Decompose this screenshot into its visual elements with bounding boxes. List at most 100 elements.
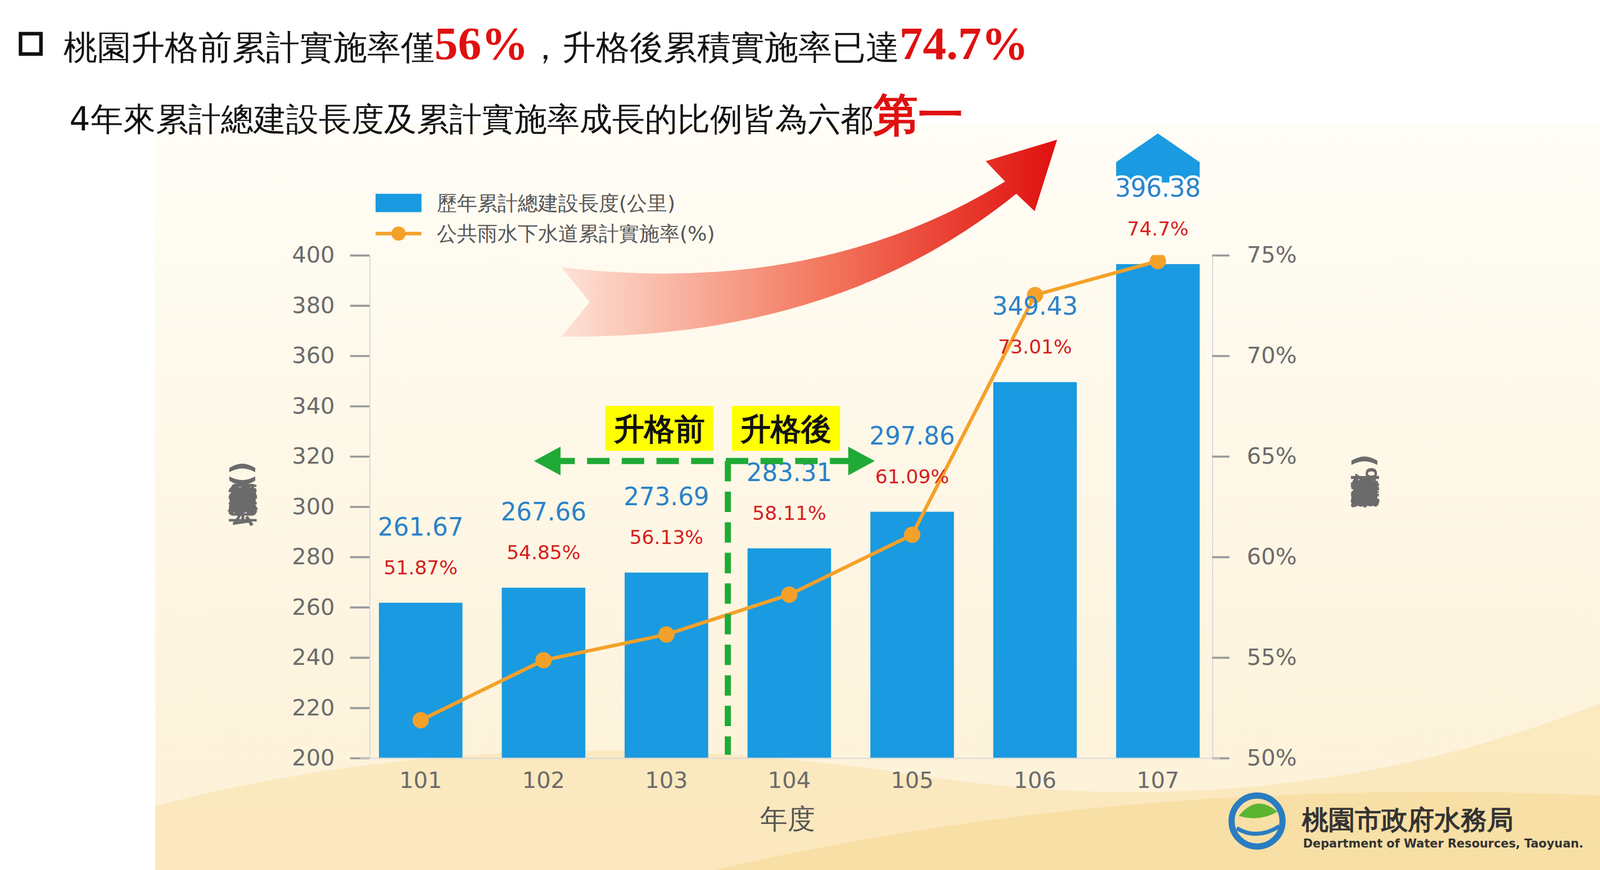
- y2-tick-label: 70%: [1246, 342, 1297, 369]
- bar-value-label: 349.43: [992, 292, 1078, 321]
- bar: [378, 602, 463, 758]
- panel-background: [155, 124, 1600, 870]
- marker: [904, 526, 921, 544]
- y2-tick: 65%: [1212, 443, 1297, 469]
- annotation-label: 升格前: [613, 410, 705, 447]
- line-value-label: 61.09%: [875, 465, 949, 488]
- x-tick-label: 103: [644, 767, 688, 794]
- logo-ring: [1231, 796, 1283, 848]
- y2-tick-label: 50%: [1246, 744, 1297, 771]
- bar-value-label: 273.69: [623, 482, 709, 512]
- data-labels: 261.6751.87%267.6654.85%273.6956.13%283.…: [377, 133, 1201, 580]
- y-tick-mark: [350, 657, 370, 660]
- bar: [993, 382, 1078, 758]
- y-tick-mark: [350, 455, 370, 459]
- y2-tick-mark: [1212, 455, 1230, 459]
- chart-svg: 桃園升格前累計實施率僅56%，升格後累積實施率已達74.7%4年來累計總建設長度…: [0, 0, 1600, 870]
- line: [420, 260, 1158, 721]
- y-tick-mark: [350, 304, 370, 307]
- x-tick-label: 102: [522, 767, 566, 794]
- x-tick: 104: [767, 767, 811, 794]
- y-tick-mark: [350, 707, 370, 710]
- bar-value-label: 261.67: [377, 513, 464, 542]
- bar-value-label: 283.31: [746, 458, 833, 487]
- y2-tick: 70%: [1212, 342, 1297, 369]
- y2-tick-label: 60%: [1246, 543, 1297, 570]
- x-tick: 101: [399, 767, 442, 794]
- header-part: 4年來累計總建設長度及累計實施率成長的比例皆為六都: [69, 100, 874, 139]
- annotation-label: 升格後: [739, 410, 832, 447]
- y-tick-label: 300: [291, 493, 335, 520]
- y2-tick: 50%: [1212, 744, 1297, 771]
- y-tick-label: 280: [291, 543, 335, 570]
- axis-line: [369, 255, 371, 759]
- line-value-label: 73.01%: [997, 335, 1072, 359]
- y-tick-label: 380: [291, 292, 335, 319]
- bullet-square: [20, 33, 42, 54]
- annotation-box: [605, 405, 714, 451]
- annotation-box: [731, 405, 840, 451]
- bar: [1115, 264, 1200, 758]
- y2-tick: 55%: [1212, 644, 1297, 671]
- y-tick-label: 260: [291, 594, 335, 621]
- plot-area: [378, 255, 1200, 759]
- y-axis: 200220240260280300320340360380400: [291, 241, 370, 771]
- logo: 桃園市政府水務局Department of Water Resources, T…: [1231, 796, 1584, 852]
- y-tick: 380: [291, 292, 370, 319]
- y2-axis: 50% 55% 60% 65% 70% 75%: [1212, 241, 1297, 771]
- annotation: 升格前升格後: [534, 405, 875, 756]
- x-axis-title: 年度: [760, 803, 816, 836]
- line-value-label: 56.13%: [629, 526, 704, 549]
- header-emphasis: 第一: [872, 88, 964, 142]
- y2-tick-label: 55%: [1246, 644, 1297, 671]
- header-text: 桃園升格前累計實施率僅56%，升格後累積實施率已達74.7%: [63, 17, 1029, 70]
- line-value-label: 54.85%: [506, 541, 581, 564]
- y2-tick-label: 65%: [1246, 443, 1297, 469]
- x-tick: 103: [644, 767, 688, 794]
- y2-tick: 60%: [1212, 543, 1297, 570]
- x-tick-label: 101: [399, 767, 442, 794]
- y2-tick-mark: [1212, 556, 1230, 559]
- marker: [780, 586, 798, 604]
- annotation-arrow-line: [552, 458, 859, 465]
- y-tick-label: 360: [291, 342, 335, 369]
- background-wave: [714, 792, 1600, 870]
- chart-root: 桃園升格前累計實施率僅56%，升格後累積實施率已達74.7%4年來累計總建設長度…: [0, 0, 1600, 870]
- y-tick: 360: [291, 342, 370, 369]
- line-value-label: 58.11%: [752, 502, 826, 525]
- annotation-arrow-head: [534, 446, 561, 476]
- y-tick-label: 320: [291, 443, 335, 469]
- y-tick-mark: [350, 405, 370, 408]
- x-tick-label: 105: [890, 767, 934, 794]
- y-tick-mark: [350, 355, 370, 358]
- legend-label: 歷年累計總建設長度(公里): [436, 191, 676, 216]
- y-tick-mark: [350, 254, 370, 257]
- line-value-label: 74.7%: [1127, 217, 1189, 241]
- x-tick-label: 106: [1013, 767, 1057, 794]
- x-tick-label: 107: [1136, 767, 1180, 794]
- header-emphasis: 56%: [434, 17, 529, 70]
- y-tick-mark: [350, 606, 370, 609]
- y-tick-label: 200: [291, 744, 335, 771]
- y-tick: 280: [291, 543, 370, 570]
- header-emphasis: 74.7%: [899, 17, 1029, 70]
- logo-leaf: [1238, 803, 1278, 819]
- marker: [535, 652, 552, 669]
- y2-tick: 75%: [1212, 241, 1297, 268]
- x-tick: 107: [1136, 767, 1180, 794]
- marker: [412, 712, 429, 729]
- header-part: ，升格後累積實施率已達: [528, 27, 900, 67]
- y-tick: 240: [291, 644, 370, 671]
- y-tick-mark: [350, 505, 370, 509]
- logo-wave: [1236, 826, 1280, 835]
- x-tick-label: 104: [767, 767, 811, 794]
- y-axis-title: 歷年累計總建設長度(公里): [226, 461, 260, 527]
- y-tick: 400: [291, 241, 370, 268]
- header-part: 桃園升格前累計實施率僅: [63, 27, 435, 67]
- line-value-label: 51.87%: [383, 556, 458, 580]
- bar-value-label: 396.38: [1114, 174, 1201, 203]
- x-tick: 102: [522, 767, 566, 794]
- y-tick-mark: [350, 556, 370, 559]
- x-axis: 101 102 103 104 105 106 107: [359, 758, 1220, 794]
- y-tick: 260: [291, 594, 370, 621]
